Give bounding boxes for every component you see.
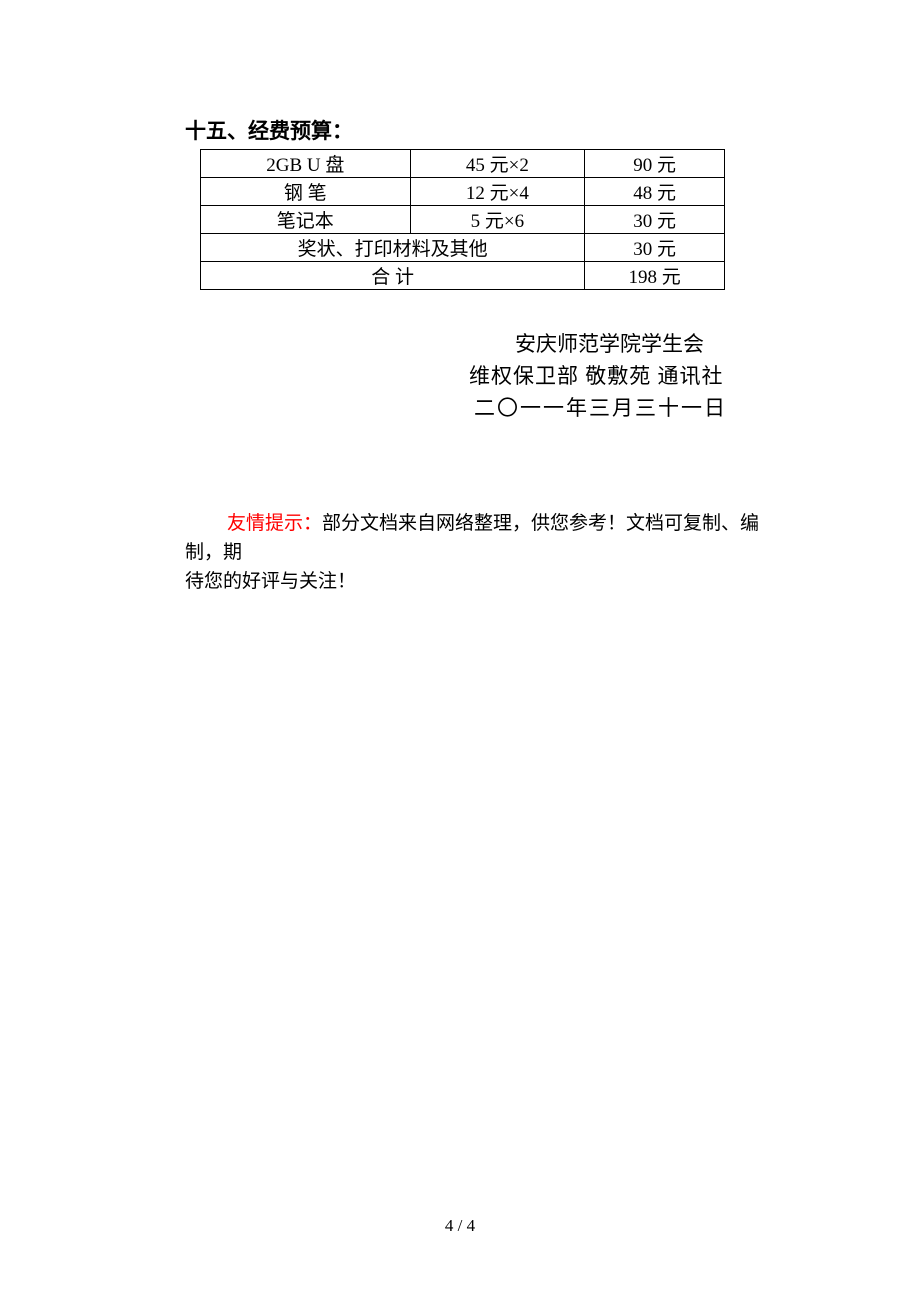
section-heading: 十五、经费预算：: [185, 115, 770, 145]
table-cell: 钢 笔: [201, 178, 411, 206]
tip-label: 友情提示：: [227, 513, 322, 534]
signature-org: 安庆师范学院学生会: [515, 328, 770, 360]
signature-dept: 维权保卫部 敬敷苑 通讯社: [469, 360, 770, 392]
table-cell: 45 元×2: [410, 150, 585, 178]
table-cell: 5 元×6: [410, 206, 585, 234]
table-cell: 30 元: [585, 206, 725, 234]
table-cell: 198 元: [585, 262, 725, 290]
tip-line1: 友情提示：部分文档来自网络整理，供您参考！文档可复制、编制，期: [185, 509, 770, 567]
table-row: 2GB U 盘 45 元×2 90 元: [201, 150, 725, 178]
table-row: 奖状、打印材料及其他 30 元: [201, 234, 725, 262]
table-cell: 30 元: [585, 234, 725, 262]
budget-table: 2GB U 盘 45 元×2 90 元 钢 笔 12 元×4 48 元 笔记本 …: [200, 149, 725, 290]
page-number: 4 / 4: [0, 1216, 920, 1236]
signature-block: 安庆师范学院学生会 维权保卫部 敬敷苑 通讯社 二〇一一年三月三十一日: [185, 328, 770, 424]
table-cell: 笔记本: [201, 206, 411, 234]
table-cell: 12 元×4: [410, 178, 585, 206]
tip-block: 友情提示：部分文档来自网络整理，供您参考！文档可复制、编制，期 待您的好评与关注…: [185, 509, 770, 596]
tip-line2: 待您的好评与关注！: [185, 567, 770, 596]
table-row: 笔记本 5 元×6 30 元: [201, 206, 725, 234]
table-cell: 90 元: [585, 150, 725, 178]
table-row: 钢 笔 12 元×4 48 元: [201, 178, 725, 206]
document-page: 十五、经费预算： 2GB U 盘 45 元×2 90 元 钢 笔 12 元×4 …: [0, 0, 920, 1302]
table-cell: 奖状、打印材料及其他: [201, 234, 585, 262]
table-row: 合 计 198 元: [201, 262, 725, 290]
table-cell: 合 计: [201, 262, 585, 290]
table-cell: 2GB U 盘: [201, 150, 411, 178]
table-cell: 48 元: [585, 178, 725, 206]
signature-date: 二〇一一年三月三十一日: [474, 392, 770, 424]
